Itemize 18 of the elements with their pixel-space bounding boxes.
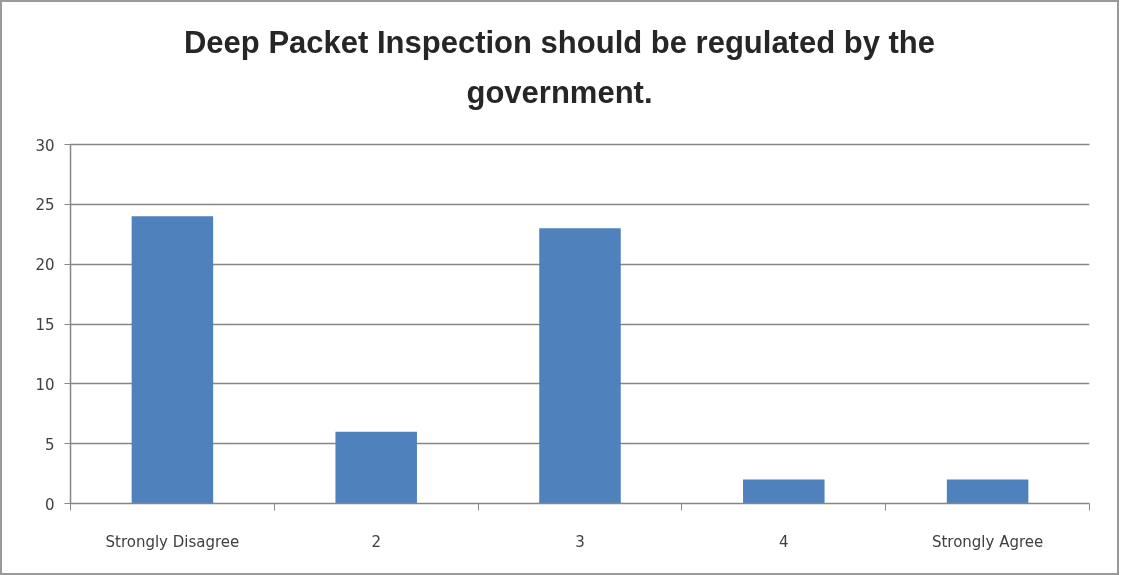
y-tick-label: 20 [35,256,55,275]
x-tick-label: Strongly Disagree [105,532,240,551]
y-tick-label: 10 [35,375,55,394]
bar [131,216,214,504]
y-tick-label: 15 [35,316,55,334]
y-tick-label: 30 [35,136,55,155]
x-tick-label: 2 [371,532,381,551]
y-tick-label: 5 [44,435,55,454]
y-tick-label: 0 [44,495,55,514]
y-tick-label: 25 [35,196,55,215]
bar [335,431,417,504]
x-tick-label: 3 [575,532,585,551]
x-tick-label: Strongly Agree [931,532,1044,551]
bar [946,479,1029,504]
x-tick-label: 4 [779,532,789,551]
bar [539,228,621,504]
chart-title: Deep Packet Inspection should be regulated by the government. [182,24,937,112]
bar [743,479,825,504]
